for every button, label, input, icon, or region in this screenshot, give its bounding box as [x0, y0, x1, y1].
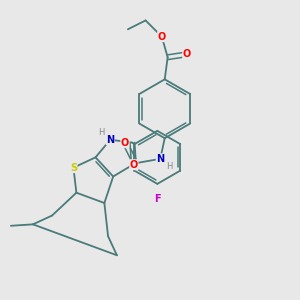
Text: O: O [158, 32, 166, 42]
Text: N: N [106, 135, 114, 145]
Text: F: F [154, 194, 161, 204]
Text: O: O [121, 138, 129, 148]
Text: H: H [167, 162, 173, 171]
Text: O: O [130, 160, 138, 170]
Text: O: O [183, 49, 191, 59]
Text: S: S [70, 163, 77, 173]
Text: H: H [98, 128, 105, 137]
Text: N: N [156, 154, 164, 164]
